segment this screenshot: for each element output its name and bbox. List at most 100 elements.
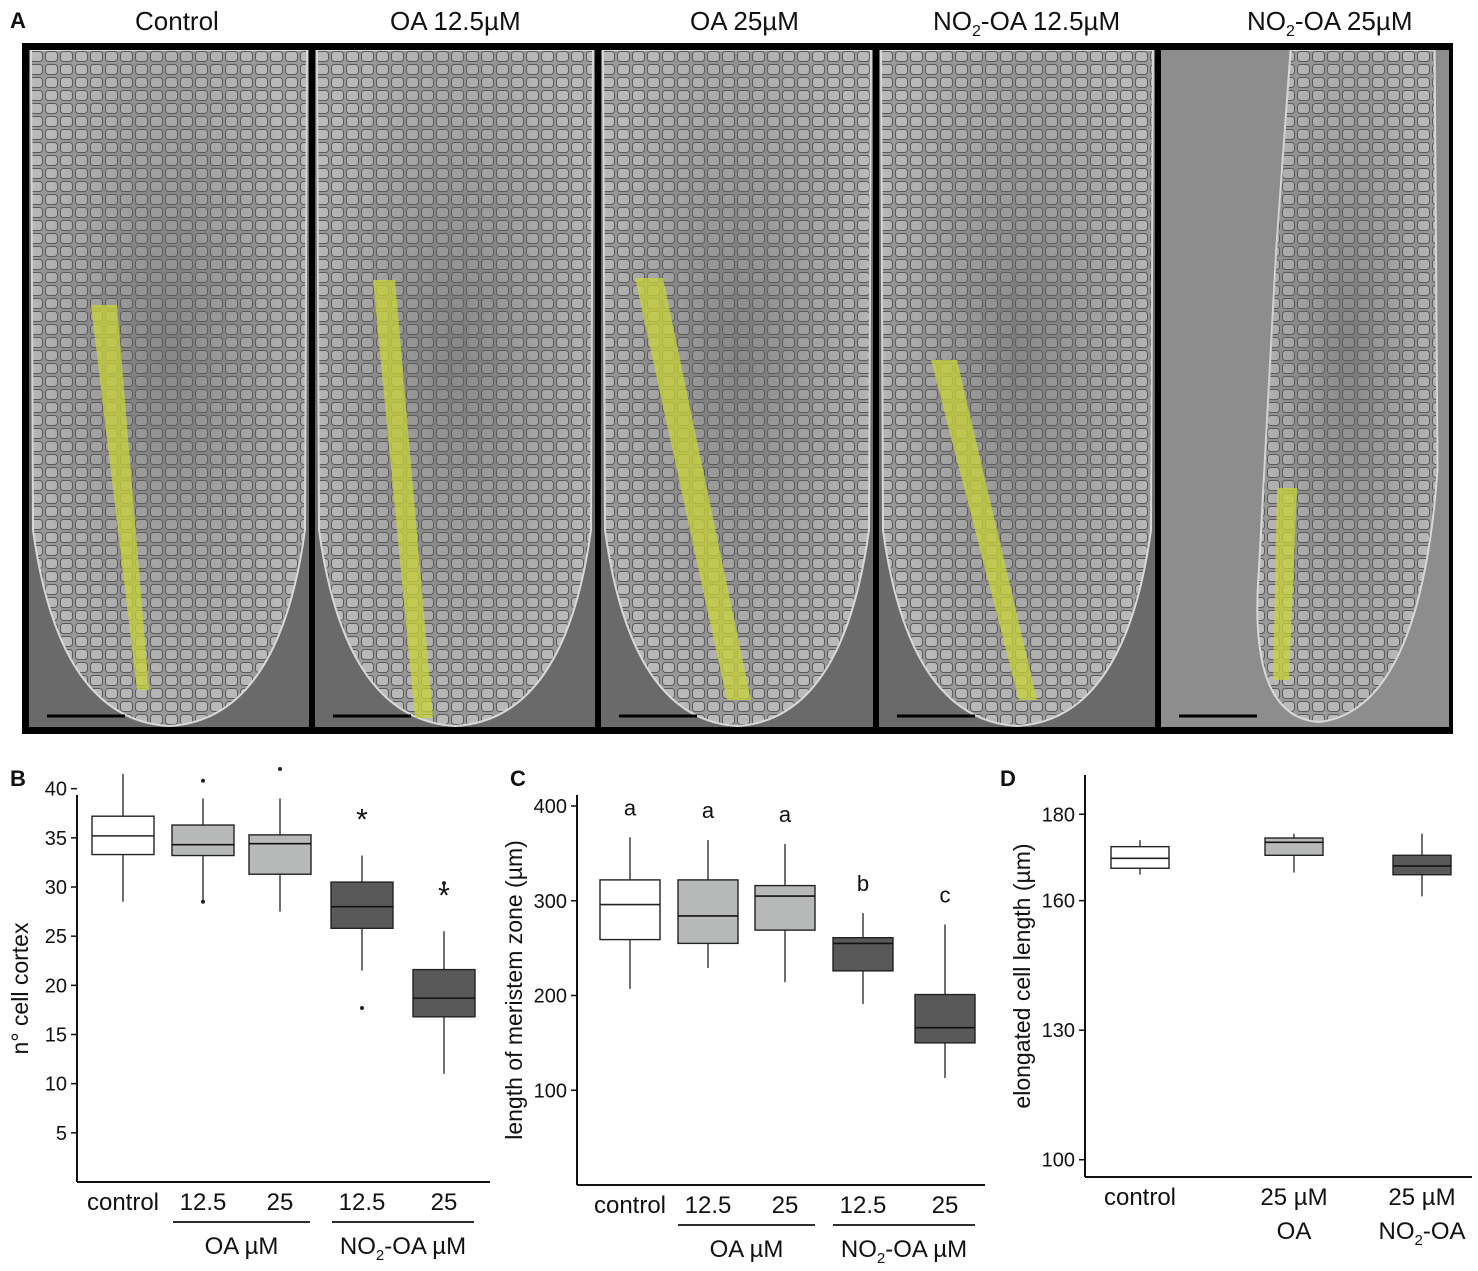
category-label: 25 µM [1260, 1184, 1327, 1211]
category-label: 25 µM [1388, 1184, 1455, 1211]
box-3 [248, 767, 312, 912]
box-iqr [1110, 845, 1170, 869]
y-tick-label: 160 [1042, 891, 1075, 913]
box-5: c [914, 882, 976, 1078]
box-iqr [330, 881, 394, 929]
y-tick-label: 15 [45, 1025, 67, 1047]
y-tick-label: 25 [45, 926, 67, 948]
box-2 [1264, 833, 1324, 873]
outlier-point [360, 1005, 364, 1010]
box-3 [1392, 833, 1452, 897]
y-tick-label: 400 [534, 796, 567, 818]
cortex-highlight [1273, 488, 1297, 680]
box-iqr [677, 879, 739, 945]
outlier-point [278, 767, 282, 771]
outlier-point [442, 881, 446, 886]
panel-label-a: A [10, 8, 26, 33]
significance-label: a [702, 798, 715, 823]
box-iqr [412, 968, 476, 1018]
micrograph-5 [1161, 50, 1449, 727]
y-axis-label: length of meristem zone (µm) [501, 840, 527, 1140]
box-1: a [599, 795, 661, 989]
group-label: OA µM [710, 1236, 784, 1263]
y-tick-label: 180 [1042, 804, 1075, 826]
category-label-line2: NO2-OA [1378, 1218, 1465, 1249]
box-2: a [677, 798, 739, 969]
cortex-highlight [91, 305, 149, 690]
y-tick-label: 5 [56, 1123, 67, 1145]
category-label: 12.5 [180, 1189, 227, 1216]
significance-label: * [356, 804, 368, 837]
y-tick-label: 40 [45, 779, 67, 801]
y-tick-label: 30 [45, 877, 67, 899]
chart-c: 100 200 300 400 length of meristem zone (µm)… [501, 795, 985, 1267]
micro-title-control: Control [135, 6, 219, 36]
box-iqr [599, 879, 661, 941]
significance-label: c [940, 882, 951, 907]
group-label: NO2-OA µM [340, 1233, 466, 1264]
micro-title-oa-25: OA 25µM [690, 6, 799, 36]
box-5: * [412, 879, 476, 1074]
box-iqr [1264, 837, 1324, 856]
panel-label-b: B [10, 766, 26, 791]
y-axis-label: n° cell cortex [7, 922, 33, 1054]
y-tick-label: 130 [1042, 1020, 1075, 1042]
y-tick-label: 200 [534, 986, 567, 1008]
significance-label: a [779, 802, 792, 827]
root-core-shading [1257, 50, 1438, 722]
category-label-line2: OA [1277, 1218, 1312, 1245]
panel-label-c: C [510, 766, 526, 791]
cortex-highlight [373, 280, 433, 718]
root-core-shading [31, 50, 307, 726]
micrograph-2 [315, 50, 595, 727]
category-label: 25 [431, 1189, 458, 1216]
chart-b: 5 10 15 20 25 30 35 40 n° cell cortex * * control 12… [7, 767, 490, 1264]
cortex-highlight [635, 278, 751, 700]
significance-label: a [624, 795, 637, 820]
microscopy-strip [22, 43, 1453, 734]
root-core-shading [317, 50, 593, 726]
micrograph-4 [879, 50, 1155, 727]
box-1 [91, 773, 155, 902]
box-2 [171, 778, 235, 904]
micro-title-oa-12: OA 12.5µM [390, 6, 521, 36]
outlier-point [201, 778, 205, 783]
box-iqr [754, 884, 816, 931]
box-iqr [1392, 854, 1452, 876]
chart-d: 100 130 160 180 elongated cell length (µm) co… [1009, 775, 1472, 1249]
outlier-point [201, 899, 205, 904]
panel-label-d: D [1000, 766, 1016, 791]
box-3: a [754, 802, 816, 983]
y-tick-label: 100 [534, 1080, 567, 1102]
category-label: 12.5 [339, 1189, 386, 1216]
y-axis-label: elongated cell length (µm) [1009, 843, 1035, 1108]
y-tick-label: 35 [45, 828, 67, 850]
root-core-shading [603, 50, 871, 726]
group-label: NO2-OA µM [841, 1236, 967, 1267]
y-tick-label: 10 [45, 1074, 67, 1096]
micro-title-no2oa-25: NO2-OA 25µM [1247, 6, 1413, 41]
box-1 [1110, 840, 1170, 875]
micro-title-no2oa-12: NO2-OA 12.5µM [933, 6, 1121, 41]
category-label: control [87, 1189, 159, 1216]
box-4: b [832, 871, 894, 1005]
box-iqr [248, 834, 312, 875]
cortex-highlight [931, 360, 1037, 700]
category-label: 25 [267, 1189, 294, 1216]
category-label: 12.5 [685, 1192, 732, 1219]
category-label: control [1104, 1184, 1176, 1211]
significance-label: b [857, 871, 869, 896]
category-label: control [594, 1192, 666, 1219]
box-iqr [914, 993, 976, 1044]
box-iqr [171, 824, 235, 857]
category-label: 12.5 [840, 1192, 887, 1219]
group-label: OA µM [205, 1233, 279, 1260]
box-4: * [330, 804, 394, 1010]
micrograph-1 [29, 50, 309, 727]
y-tick-label: 300 [534, 891, 567, 913]
micrograph-3 [601, 50, 873, 727]
y-tick-label: 100 [1042, 1150, 1075, 1172]
category-label: 25 [932, 1192, 959, 1219]
root-core-shading [881, 50, 1153, 726]
